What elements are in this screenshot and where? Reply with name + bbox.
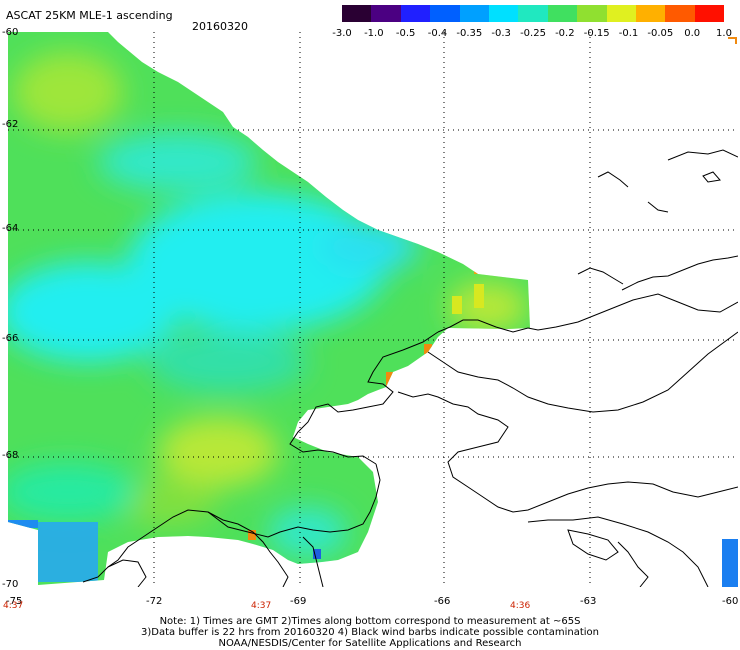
field-patch-orange bbox=[376, 510, 382, 518]
coast-inner-shelf bbox=[527, 516, 709, 587]
colorbar-swatch bbox=[635, 5, 666, 22]
field-patch-cyan bbox=[98, 132, 258, 192]
longitude-label: -69 bbox=[290, 596, 307, 607]
colorbar-label: -0.2 bbox=[555, 28, 575, 39]
field-patch-yellow bbox=[13, 52, 123, 132]
colorbar-swatch bbox=[459, 5, 489, 22]
field-patch-blue bbox=[38, 522, 98, 582]
colorbar-swatch bbox=[577, 5, 607, 22]
latitude-label: -60 bbox=[2, 27, 19, 38]
colorbar-label: -3.0 bbox=[332, 28, 352, 39]
field-patch-orange bbox=[424, 344, 432, 354]
latitude-label: -62 bbox=[2, 119, 19, 130]
field-patch-orange bbox=[248, 530, 256, 540]
coast-island-south bbox=[302, 536, 324, 587]
colorbar bbox=[342, 5, 725, 22]
colorbar-swatch bbox=[430, 5, 460, 22]
coast-peninsula-south bbox=[427, 331, 738, 413]
field-patch-yellow bbox=[158, 417, 278, 487]
note-line-1: Note: 1) Times are GMT 2)Times along bot… bbox=[159, 616, 581, 627]
field-patch-cyan bbox=[128, 192, 388, 332]
colorbar-swatch bbox=[665, 5, 695, 22]
field-patch-yellow bbox=[452, 296, 462, 314]
latitude-label: -70 bbox=[2, 579, 19, 590]
colorbar-label: -0.1 bbox=[618, 28, 639, 39]
colorbar-label: -0.05 bbox=[647, 28, 674, 39]
colorbar-label: -0.25 bbox=[520, 28, 546, 39]
field-patch-cyan bbox=[268, 507, 348, 557]
field-patch-yellow bbox=[118, 477, 218, 527]
colorbar-swatch bbox=[371, 5, 401, 22]
coast-peninsula-north bbox=[527, 293, 738, 331]
colorbar-swatch bbox=[488, 5, 519, 22]
colorbar-label: 1.0 bbox=[716, 28, 732, 39]
coast-south bbox=[82, 463, 381, 583]
colorbar-swatch bbox=[400, 5, 431, 22]
colorbar-label: -0.15 bbox=[583, 28, 610, 39]
latitude-label: -64 bbox=[2, 223, 19, 234]
note-line-3: NOAA/NESDIS/Center for Satellite Applica… bbox=[218, 638, 522, 649]
map-plot bbox=[8, 32, 738, 587]
map-title: ASCAT 25KM MLE-1 ascending bbox=[6, 9, 173, 22]
corner-marker bbox=[728, 37, 737, 44]
field-patch-teal bbox=[8, 462, 138, 522]
colorbar-label: -0.3 bbox=[491, 28, 511, 39]
colorbar-swatch bbox=[518, 5, 548, 22]
coast-island-east bbox=[207, 511, 289, 587]
coast-peninsula-tip bbox=[621, 255, 738, 291]
field-patch-blue bbox=[313, 549, 321, 559]
coast-island-west bbox=[107, 559, 147, 587]
field-patch-teal bbox=[148, 332, 308, 392]
map-date: 20160320 bbox=[192, 20, 248, 33]
coast-west-peninsula bbox=[289, 331, 439, 465]
coast-island-inner-2 bbox=[617, 541, 649, 587]
longitude-label: -72 bbox=[146, 596, 163, 607]
coast-peninsula-mid bbox=[437, 319, 529, 333]
graticule bbox=[8, 32, 738, 587]
time-label: 4:37 bbox=[251, 601, 272, 611]
note-line-2: 3)Data buffer is 22 hrs from 20160320 4)… bbox=[141, 627, 599, 638]
time-label: 4:37 bbox=[3, 601, 24, 611]
colorbar-swatch bbox=[694, 5, 725, 22]
coast-island-inner bbox=[567, 529, 619, 561]
time-label: 4:36 bbox=[510, 601, 531, 611]
colorbar-label: -1.0 bbox=[364, 28, 384, 39]
field-patch-yellow bbox=[474, 284, 484, 308]
colorbar-label: -0.4 bbox=[427, 28, 448, 39]
coast-peninsula-tip-2 bbox=[577, 267, 624, 285]
coastline bbox=[82, 149, 738, 587]
field-patch-orange bbox=[474, 264, 482, 274]
coast-island-small-3 bbox=[702, 171, 721, 183]
coast-island-small-2 bbox=[647, 201, 669, 213]
coast-south-shetland bbox=[667, 149, 738, 161]
colorbar-label: -0.35 bbox=[456, 28, 483, 39]
colorbar-swatch bbox=[606, 5, 636, 22]
longitude-label: -60 bbox=[722, 596, 739, 607]
latitude-label: -68 bbox=[2, 450, 19, 461]
coast-shelf-edge bbox=[397, 391, 738, 513]
colorbar-swatch bbox=[342, 5, 372, 22]
longitude-label: -63 bbox=[580, 596, 597, 607]
longitude-label: -66 bbox=[434, 596, 451, 607]
field-patch-cyan bbox=[8, 262, 178, 362]
latitude-label: -66 bbox=[2, 333, 19, 344]
field-patch-blue bbox=[8, 520, 38, 528]
edge-blue-bar bbox=[722, 539, 738, 587]
longitude-label: -75 bbox=[6, 596, 23, 607]
colorbar-label: 0.0 bbox=[684, 28, 701, 39]
colorbar-label: -0.5 bbox=[395, 28, 416, 39]
coast-island-small-1 bbox=[597, 171, 629, 188]
colorbar-swatch bbox=[547, 5, 578, 22]
